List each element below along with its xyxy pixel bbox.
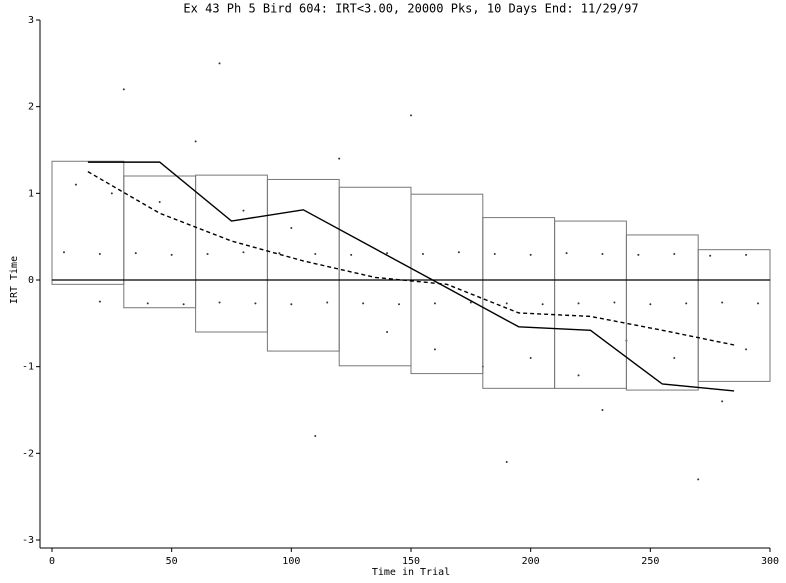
x-tick-label: 250 <box>641 556 659 567</box>
point <box>745 253 748 256</box>
point <box>62 251 65 254</box>
point <box>673 253 676 255</box>
y-tick-label: -3 <box>22 535 34 546</box>
point <box>541 303 544 306</box>
range-box <box>266 178 340 352</box>
x-tick-label: 300 <box>761 556 779 567</box>
point <box>122 88 125 91</box>
point <box>182 303 185 306</box>
x-tick-label: 100 <box>282 556 300 567</box>
point <box>529 357 532 359</box>
point <box>314 435 317 437</box>
point <box>421 253 424 255</box>
point <box>146 302 149 305</box>
point <box>757 302 760 305</box>
point <box>601 409 604 411</box>
point <box>697 478 700 481</box>
point <box>433 302 436 305</box>
point <box>362 302 365 305</box>
point <box>709 254 712 257</box>
y-tick-label: -2 <box>22 448 34 459</box>
y-tick-label: 0 <box>28 275 34 286</box>
point <box>565 252 568 255</box>
point <box>74 183 77 186</box>
point <box>469 301 472 304</box>
mean-line <box>87 161 735 392</box>
point <box>194 140 197 143</box>
point <box>254 302 257 305</box>
point <box>721 400 724 403</box>
y-tick-label: 2 <box>28 102 34 113</box>
chart-title: Ex 43 Ph 5 Bird 604: IRT<3.00, 20000 Pks… <box>183 2 638 16</box>
x-tick-label: 0 <box>49 556 55 567</box>
point <box>493 253 496 255</box>
point <box>242 209 245 212</box>
point <box>505 461 508 463</box>
y-tick-label: -1 <box>22 362 34 373</box>
point <box>338 157 341 160</box>
point <box>278 252 281 255</box>
y-tick-label: 3 <box>28 15 34 26</box>
point <box>433 348 436 351</box>
range-box <box>625 234 699 391</box>
point <box>386 252 389 255</box>
point <box>410 114 412 117</box>
range-box <box>554 220 627 389</box>
point <box>98 300 101 303</box>
point <box>134 252 137 255</box>
point <box>350 253 353 256</box>
point <box>326 301 329 304</box>
range-box <box>338 186 412 367</box>
point <box>637 253 640 256</box>
point <box>398 303 401 306</box>
x-tick-label: 200 <box>522 556 540 567</box>
point <box>98 253 101 255</box>
point <box>613 301 616 304</box>
point <box>457 251 460 254</box>
point <box>290 303 293 306</box>
point <box>290 227 293 229</box>
mean-line <box>87 171 735 346</box>
point <box>649 303 652 306</box>
point <box>721 301 724 304</box>
point <box>577 374 580 377</box>
point <box>158 201 161 203</box>
x-tick-label: 150 <box>402 556 420 567</box>
point <box>218 62 221 65</box>
point <box>242 251 245 254</box>
point <box>314 253 317 255</box>
point <box>601 253 604 255</box>
point <box>170 253 173 256</box>
x-tick-label: 50 <box>166 556 178 567</box>
y-tick-label: 1 <box>28 188 34 199</box>
point <box>505 302 508 305</box>
point <box>218 301 221 304</box>
point <box>685 302 688 305</box>
range-box <box>195 174 268 333</box>
range-box <box>51 160 125 285</box>
point <box>206 253 209 255</box>
point <box>110 192 113 195</box>
x-axis-label: Time in Trial <box>372 567 450 578</box>
point <box>386 331 389 333</box>
range-box <box>123 175 197 309</box>
range-box <box>697 249 771 382</box>
point <box>577 302 580 305</box>
point <box>745 348 748 351</box>
y-axis-label: IRT Time <box>9 256 20 304</box>
point <box>673 357 676 359</box>
point <box>529 253 532 256</box>
